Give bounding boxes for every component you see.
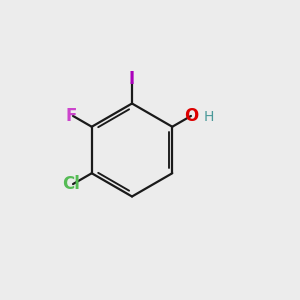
Text: F: F <box>66 107 77 125</box>
Text: I: I <box>129 70 135 88</box>
Text: H: H <box>204 110 214 124</box>
Text: Cl: Cl <box>63 175 80 193</box>
Text: O: O <box>184 107 198 125</box>
